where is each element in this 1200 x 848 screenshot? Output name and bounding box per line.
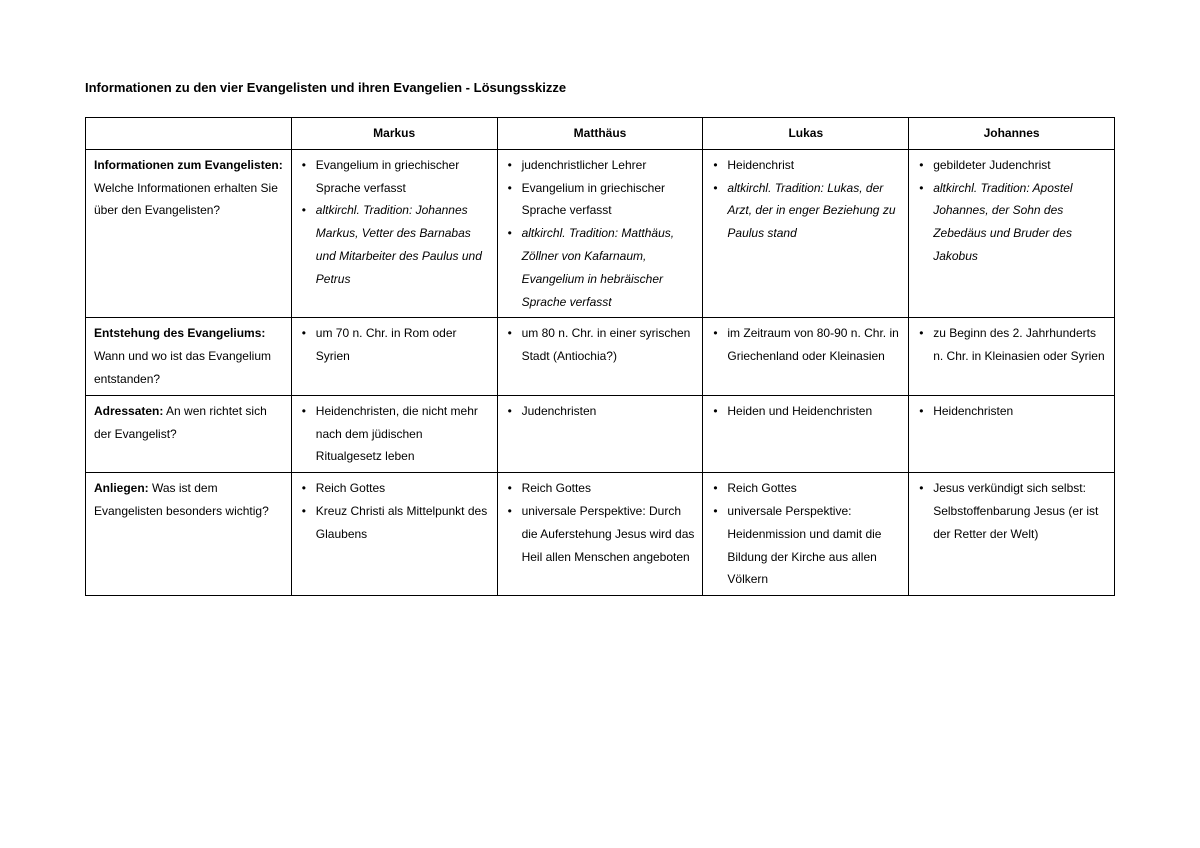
bullet-list: Heiden und Heidenchristen (711, 400, 900, 423)
cell-lukas: Heiden und Heidenchristen (703, 395, 909, 472)
cell-matthaeus: Reich Gottesuniversale Perspektive: Durc… (497, 473, 703, 596)
cell-markus: Evangelium in griechischer Sprache verfa… (291, 149, 497, 318)
bullet-list: gebildeter Judenchrist altkirchl. Traditi… (917, 154, 1106, 268)
col-header-johannes: Johannes (909, 118, 1115, 150)
bullet-list: Heidenchrist altkirchl. Tradition: Lukas,… (711, 154, 900, 245)
bullet-list: um 80 n. Chr. in einer syrischen Stadt (… (506, 322, 695, 368)
table-row: Adressaten: An wen richtet sich der Evan… (86, 395, 1115, 472)
bullet-text-italic: altkirchl. Tradition: Matthäus, Zöllner … (522, 226, 675, 308)
row-label: Entstehung des Evangeliums: Wann und wo … (86, 318, 292, 395)
cell-matthaeus: Judenchristen (497, 395, 703, 472)
table-row: Entstehung des Evangeliums: Wann und wo … (86, 318, 1115, 395)
bullet-item: gebildeter Judenchrist (931, 154, 1106, 177)
bullet-item: judenchristlicher Lehrer (520, 154, 695, 177)
cell-lukas: Heidenchrist altkirchl. Tradition: Lukas,… (703, 149, 909, 318)
page-title: Informationen zu den vier Evangelisten u… (85, 80, 1115, 95)
col-header-markus: Markus (291, 118, 497, 150)
bullet-item: zu Beginn des 2. Jahrhunderts n. Chr. in… (931, 322, 1106, 368)
bullet-list: im Zeitraum von 80-90 n. Chr. in Grieche… (711, 322, 900, 368)
col-header-matthaeus: Matthäus (497, 118, 703, 150)
row-label-rest: Wann und wo ist das Evangelium entstande… (94, 349, 271, 386)
col-header-blank (86, 118, 292, 150)
bullet-item: Jesus verkündigt sich selbst: Selbstoffe… (931, 477, 1106, 545)
bullet-list: um 70 n. Chr. in Rom oder Syrien (300, 322, 489, 368)
bullet-item: Heidenchristen, die nicht mehr nach dem … (314, 400, 489, 468)
table-header-row: Markus Matthäus Lukas Johannes (86, 118, 1115, 150)
cell-markus: um 70 n. Chr. in Rom oder Syrien (291, 318, 497, 395)
bullet-item: Evangelium in griechischer Sprache verfa… (314, 154, 489, 200)
bullet-list: Jesus verkündigt sich selbst: Selbstoffe… (917, 477, 1106, 545)
bullet-item: Kreuz Christi als Mittelpunkt des Glaube… (314, 500, 489, 546)
bullet-item: um 70 n. Chr. in Rom oder Syrien (314, 322, 489, 368)
cell-markus: Reich GottesKreuz Christi als Mittelpunk… (291, 473, 497, 596)
bullet-list: Judenchristen (506, 400, 695, 423)
bullet-list: zu Beginn des 2. Jahrhunderts n. Chr. in… (917, 322, 1106, 368)
bullet-item: Heidenchrist (725, 154, 900, 177)
row-label-rest: Welche Informationen erhalten Sie über d… (94, 181, 278, 218)
bullet-list: Heidenchristen (917, 400, 1106, 423)
bullet-item: um 80 n. Chr. in einer syrischen Stadt (… (520, 322, 695, 368)
bullet-item: Reich Gottes (520, 477, 695, 500)
cell-markus: Heidenchristen, die nicht mehr nach dem … (291, 395, 497, 472)
cell-matthaeus: judenchristlicher LehrerEvangelium in gr… (497, 149, 703, 318)
row-label-bold: Anliegen: (94, 481, 149, 495)
bullet-text-italic: altkirchl. Tradition: Apostel Johannes, … (933, 181, 1072, 263)
cell-matthaeus: um 80 n. Chr. in einer syrischen Stadt (… (497, 318, 703, 395)
cell-lukas: Reich Gottesuniversale Perspektive: Heid… (703, 473, 909, 596)
bullet-item: im Zeitraum von 80-90 n. Chr. in Grieche… (725, 322, 900, 368)
row-label: Anliegen: Was ist dem Evangelisten beson… (86, 473, 292, 596)
cell-johannes: zu Beginn des 2. Jahrhunderts n. Chr. in… (909, 318, 1115, 395)
bullet-list: Reich Gottesuniversale Perspektive: Heid… (711, 477, 900, 591)
bullet-list: Reich GottesKreuz Christi als Mittelpunk… (300, 477, 489, 545)
bullet-text-italic: altkirchl. Tradition: Johannes Markus, V… (316, 203, 482, 285)
col-header-lukas: Lukas (703, 118, 909, 150)
bullet-item: altkirchl. Tradition: Apostel Johannes, … (931, 177, 1106, 268)
bullet-item: universale Perspektive: Heidenmission un… (725, 500, 900, 591)
bullet-item: altkirchl. Tradition: Johannes Markus, V… (314, 199, 489, 290)
bullet-item: Evangelium in griechischer Sprache verfa… (520, 177, 695, 223)
bullet-list: Reich Gottesuniversale Perspektive: Durc… (506, 477, 695, 568)
bullet-list: Evangelium in griechischer Sprache verfa… (300, 154, 489, 291)
table-body: Informationen zum Evangelisten: Welche I… (86, 149, 1115, 595)
bullet-item: Reich Gottes (725, 477, 900, 500)
cell-johannes: Heidenchristen (909, 395, 1115, 472)
row-label-bold: Entstehung des Evangeliums: (94, 326, 265, 340)
bullet-item: Heiden und Heidenchristen (725, 400, 900, 423)
bullet-item: Reich Gottes (314, 477, 489, 500)
bullet-item: altkirchl. Tradition: Lukas, der Arzt, d… (725, 177, 900, 245)
bullet-list: judenchristlicher LehrerEvangelium in gr… (506, 154, 695, 314)
row-label: Informationen zum Evangelisten: Welche I… (86, 149, 292, 318)
row-label-bold: Informationen zum Evangelisten: (94, 158, 283, 172)
table-row: Anliegen: Was ist dem Evangelisten beson… (86, 473, 1115, 596)
evangelists-table: Markus Matthäus Lukas Johannes Informati… (85, 117, 1115, 596)
cell-johannes: gebildeter Judenchrist altkirchl. Traditi… (909, 149, 1115, 318)
row-label: Adressaten: An wen richtet sich der Evan… (86, 395, 292, 472)
bullet-item: Heidenchristen (931, 400, 1106, 423)
table-row: Informationen zum Evangelisten: Welche I… (86, 149, 1115, 318)
cell-johannes: Jesus verkündigt sich selbst: Selbstoffe… (909, 473, 1115, 596)
bullet-list: Heidenchristen, die nicht mehr nach dem … (300, 400, 489, 468)
document-page: Informationen zu den vier Evangelisten u… (0, 0, 1200, 636)
row-label-bold: Adressaten: (94, 404, 163, 418)
bullet-text-italic: altkirchl. Tradition: Lukas, der Arzt, d… (727, 181, 895, 241)
bullet-item: altkirchl. Tradition: Matthäus, Zöllner … (520, 222, 695, 313)
bullet-item: Judenchristen (520, 400, 695, 423)
bullet-item: universale Perspektive: Durch die Aufers… (520, 500, 695, 568)
cell-lukas: im Zeitraum von 80-90 n. Chr. in Grieche… (703, 318, 909, 395)
